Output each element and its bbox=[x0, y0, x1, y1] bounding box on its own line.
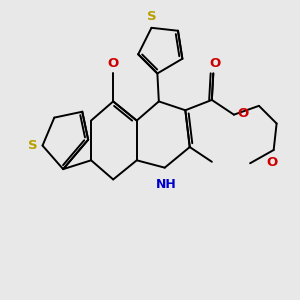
Text: NH: NH bbox=[156, 178, 177, 191]
Text: O: O bbox=[267, 156, 278, 169]
Text: O: O bbox=[238, 107, 249, 120]
Text: O: O bbox=[108, 58, 119, 70]
Text: S: S bbox=[147, 10, 156, 22]
Text: O: O bbox=[209, 57, 220, 70]
Text: S: S bbox=[28, 139, 38, 152]
